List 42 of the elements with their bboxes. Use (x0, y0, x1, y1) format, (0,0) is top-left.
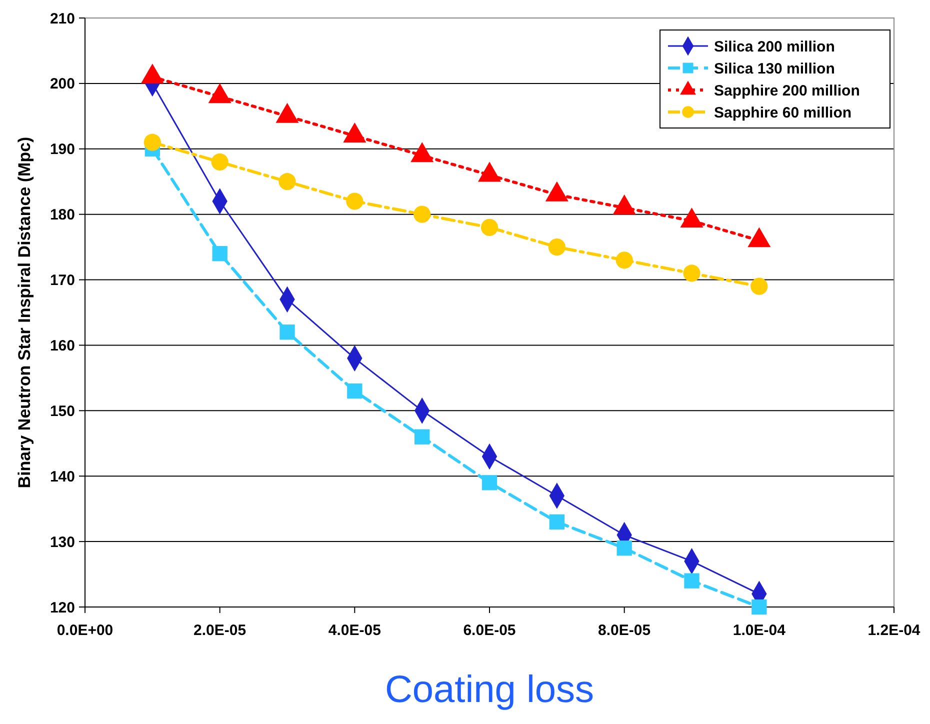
y-axis-title: Binary Neutron Star Inspiral Distance (Mpc) (15, 136, 34, 488)
x-tick-label: 1.2E-04 (868, 622, 921, 639)
y-tick-label: 210 (50, 10, 75, 28)
point (683, 264, 700, 282)
x-tick-label: 8.0E-05 (598, 622, 651, 639)
x-tick-label: 0.0E+00 (56, 622, 114, 639)
x-tick-label: 6.0E-05 (463, 622, 516, 639)
point (144, 134, 161, 151)
x-axis-title: Coating loss (384, 669, 594, 711)
point (750, 278, 768, 295)
point (616, 540, 632, 556)
point (346, 192, 364, 210)
y-tick-label: 150 (50, 402, 75, 420)
x-tick-label: 4.0E-05 (328, 622, 381, 639)
y-tick-label: 180 (50, 206, 75, 224)
y-tick-label: 160 (50, 337, 75, 354)
point (480, 218, 498, 236)
point (549, 514, 564, 530)
point (347, 383, 362, 399)
y-tick-label: 120 (50, 599, 75, 616)
point (414, 206, 431, 223)
y-tick-label: 170 (50, 272, 75, 290)
point (482, 475, 498, 490)
x-tick-label: 1.0E-04 (732, 622, 786, 639)
legend-label: Silica 130 million (714, 60, 835, 78)
x-tick-label: 2.0E-05 (194, 622, 246, 639)
y-tick-label: 140 (50, 468, 75, 486)
point (211, 153, 228, 171)
y-tick-label: 190 (50, 141, 75, 158)
point (414, 429, 430, 444)
y-tick-label: 200 (50, 76, 75, 93)
legend-label: Sapphire 200 million (714, 82, 860, 100)
point (684, 573, 700, 588)
legend-label: Sapphire 60 million (714, 104, 852, 122)
point (548, 238, 566, 256)
point (752, 599, 767, 615)
legend-label: Silica 200 million (714, 38, 835, 56)
point (616, 252, 633, 269)
point (278, 173, 296, 190)
point (212, 246, 228, 262)
point (280, 324, 295, 340)
y-tick-label: 130 (50, 534, 75, 551)
